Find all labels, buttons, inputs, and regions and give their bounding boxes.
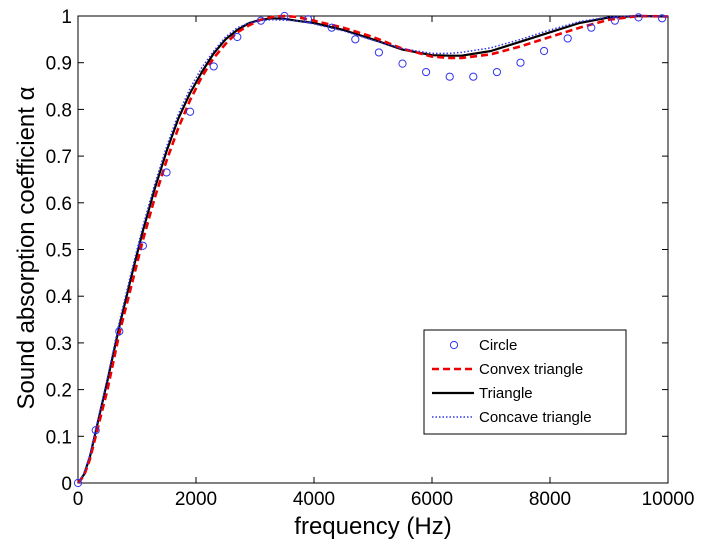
x-tick-label: 10000 [642, 489, 695, 510]
data-point-circle [233, 32, 242, 42]
data-point-circle [186, 107, 195, 116]
x-tick-label: 8000 [529, 489, 571, 510]
data-point-circle [445, 72, 454, 81]
data-point-circle [658, 14, 667, 23]
data-point-circle [540, 46, 549, 56]
y-axis-label: Sound absorption coefficient α [13, 86, 40, 409]
x-tick-label: 4000 [293, 489, 335, 510]
legend-label-circle: Circle [479, 337, 517, 354]
data-point-circle [73, 478, 83, 488]
series-line-concave-triangle [77, 15, 669, 484]
y-tick-label: 0.2 [46, 381, 72, 402]
y-tick-label: 0.5 [46, 241, 72, 262]
data-point-circle [115, 327, 124, 336]
y-tick-label: 0.7 [46, 147, 72, 168]
data-point-circle [351, 35, 360, 44]
data-point-circle [469, 72, 478, 81]
y-tick-label: 0.6 [46, 194, 72, 215]
x-tick-label: 2000 [175, 489, 217, 510]
data-point-circle [563, 34, 572, 43]
x-axis-ticks: 0 2000 4000 6000 8000 10000 [73, 16, 695, 510]
data-point-circle [422, 67, 431, 77]
data-point-circle [162, 168, 171, 177]
y-axis-ticks: 0 0.1 0.2 0.3 0.4 0.5 0.6 0.7 0.8 0.9 1 [46, 7, 668, 495]
data-point-circle [610, 16, 620, 25]
data-point-circle [492, 67, 501, 77]
data-point-circle [327, 23, 336, 32]
legend-swatch-circle [449, 340, 459, 350]
x-tick-label: 6000 [411, 489, 453, 510]
data-point-circle [374, 48, 383, 57]
series-line-convex-triangle [77, 14, 669, 484]
x-axis-label: frequency (Hz) [294, 513, 451, 540]
y-tick-label: 0.9 [46, 54, 72, 75]
series-layer [73, 11, 669, 488]
y-tick-label: 0 [61, 474, 72, 495]
data-point-circle [634, 13, 643, 22]
data-point-circle [91, 426, 100, 435]
y-tick-label: 0.3 [46, 334, 72, 355]
legend-label-convex-triangle: Convex triangle [479, 361, 583, 378]
y-tick-label: 0.1 [46, 427, 72, 448]
y-tick-label: 1 [61, 7, 72, 28]
legend: Circle Convex triangle Triangle Concave tri… [423, 329, 627, 435]
legend-label-concave-triangle: Concave triangle [479, 409, 592, 426]
data-point-circle [398, 59, 407, 68]
data-point-circle [280, 11, 289, 21]
data-point-circle [138, 241, 147, 250]
data-point-circle [256, 16, 265, 25]
data-point-circle [209, 62, 218, 71]
x-tick-label: 0 [73, 489, 84, 510]
y-tick-label: 0.8 [46, 100, 72, 121]
data-point-circle [516, 58, 525, 67]
data-point-circle [304, 15, 313, 24]
y-tick-label: 0.4 [46, 287, 73, 308]
legend-label-triangle: Triangle [479, 385, 533, 402]
data-point-circle [587, 23, 596, 32]
